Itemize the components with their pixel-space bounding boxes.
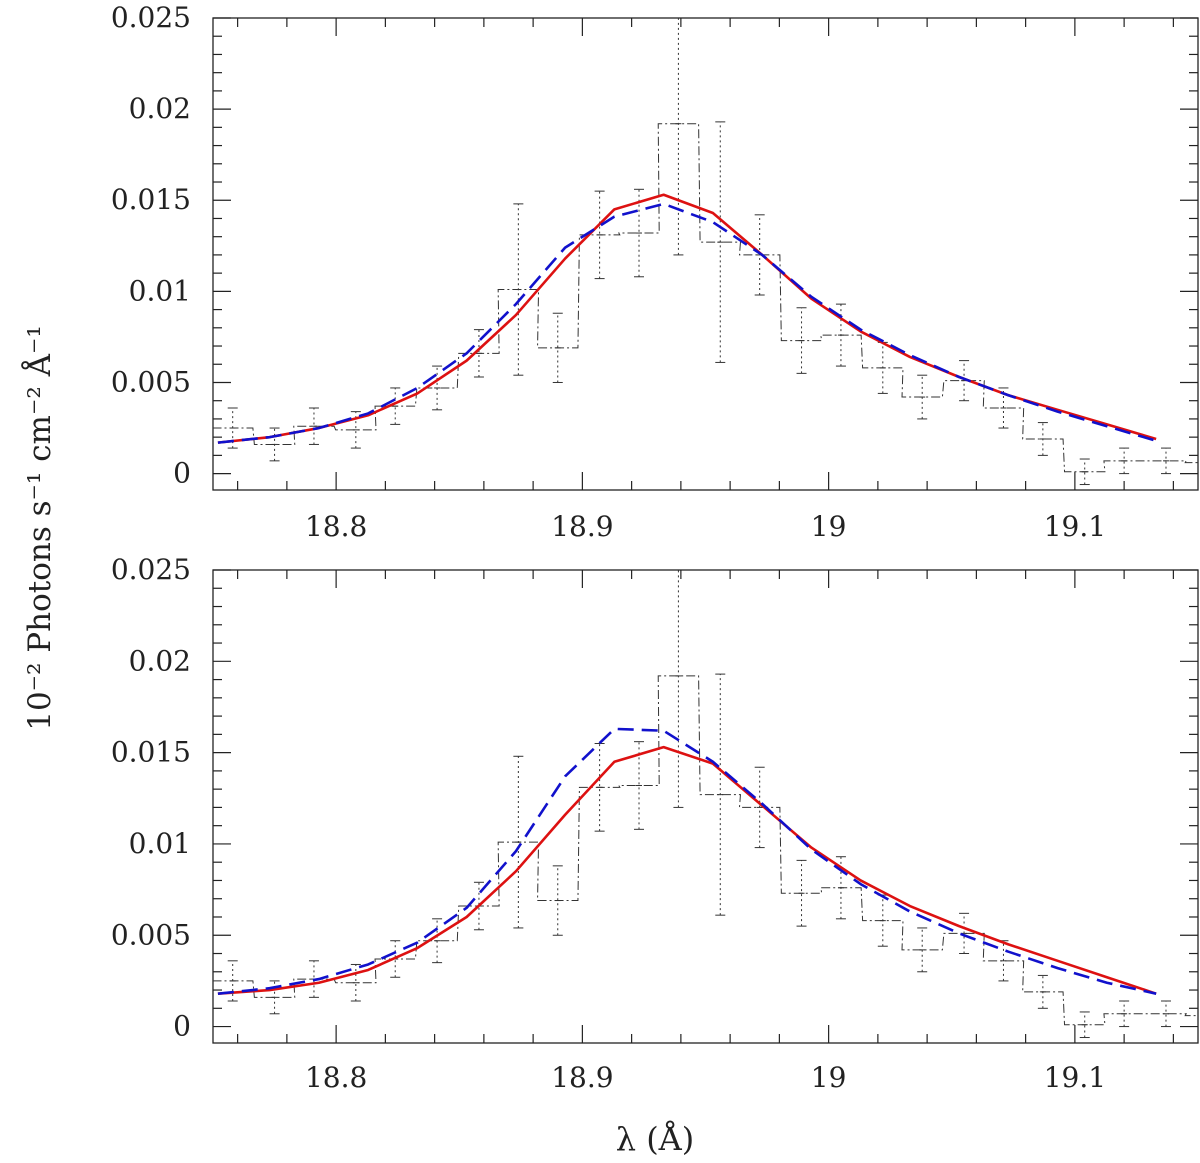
plot-frame	[212, 569, 1199, 1044]
plot-frame	[212, 17, 1199, 491]
x-tick-label: 18.9	[551, 1061, 613, 1094]
model-curve-solid	[217, 745, 1157, 995]
bottom-panel: 18.8 18.9 19 19.1 0 0.005 0.01 0.015 0.02 0.025	[111, 553, 1199, 1094]
model-curve-solid	[217, 193, 1157, 444]
y-tick-label: 0.015	[111, 736, 191, 769]
y-tick-label: 0.01	[129, 827, 191, 860]
x-axis-label: λ (Å)	[616, 1120, 695, 1158]
x-tick-label: 19.1	[1044, 1061, 1106, 1094]
y-axis-label: 10⁻² Photons s⁻¹ cm⁻² Å⁻¹	[20, 325, 58, 731]
y-tick-label: 0.02	[129, 92, 191, 125]
y-tick-label: 0.02	[129, 644, 191, 677]
data-layer	[213, 18, 1198, 486]
x-tick-label: 18.9	[551, 510, 613, 543]
x-tick-label: 19	[811, 1061, 847, 1094]
y-tick-label: 0.01	[129, 274, 191, 307]
data-histogram	[213, 123, 1198, 473]
x-tick-label: 18.8	[305, 1061, 367, 1094]
data-layer	[213, 570, 1198, 1039]
y-tick-label: 0.015	[111, 183, 191, 216]
model-curve-dashed	[217, 727, 1157, 995]
y-tick-label: 0.005	[111, 365, 191, 398]
x-tick-label: 18.8	[305, 510, 367, 543]
x-tick-label: 19.1	[1044, 510, 1106, 543]
y-tick-label: 0.025	[111, 1, 191, 34]
top-panel: 18.8 18.9 19 19.1 0 0.005 0.01 0.015 0.02 0.025	[111, 1, 1199, 543]
y-tick-label: 0.025	[111, 553, 191, 586]
x-tick-label: 19	[811, 510, 847, 543]
y-tick-label: 0	[173, 457, 191, 490]
model-curve-dashed	[217, 202, 1157, 444]
y-tick-label: 0	[173, 1010, 191, 1043]
y-tick-label: 0.005	[111, 918, 191, 951]
